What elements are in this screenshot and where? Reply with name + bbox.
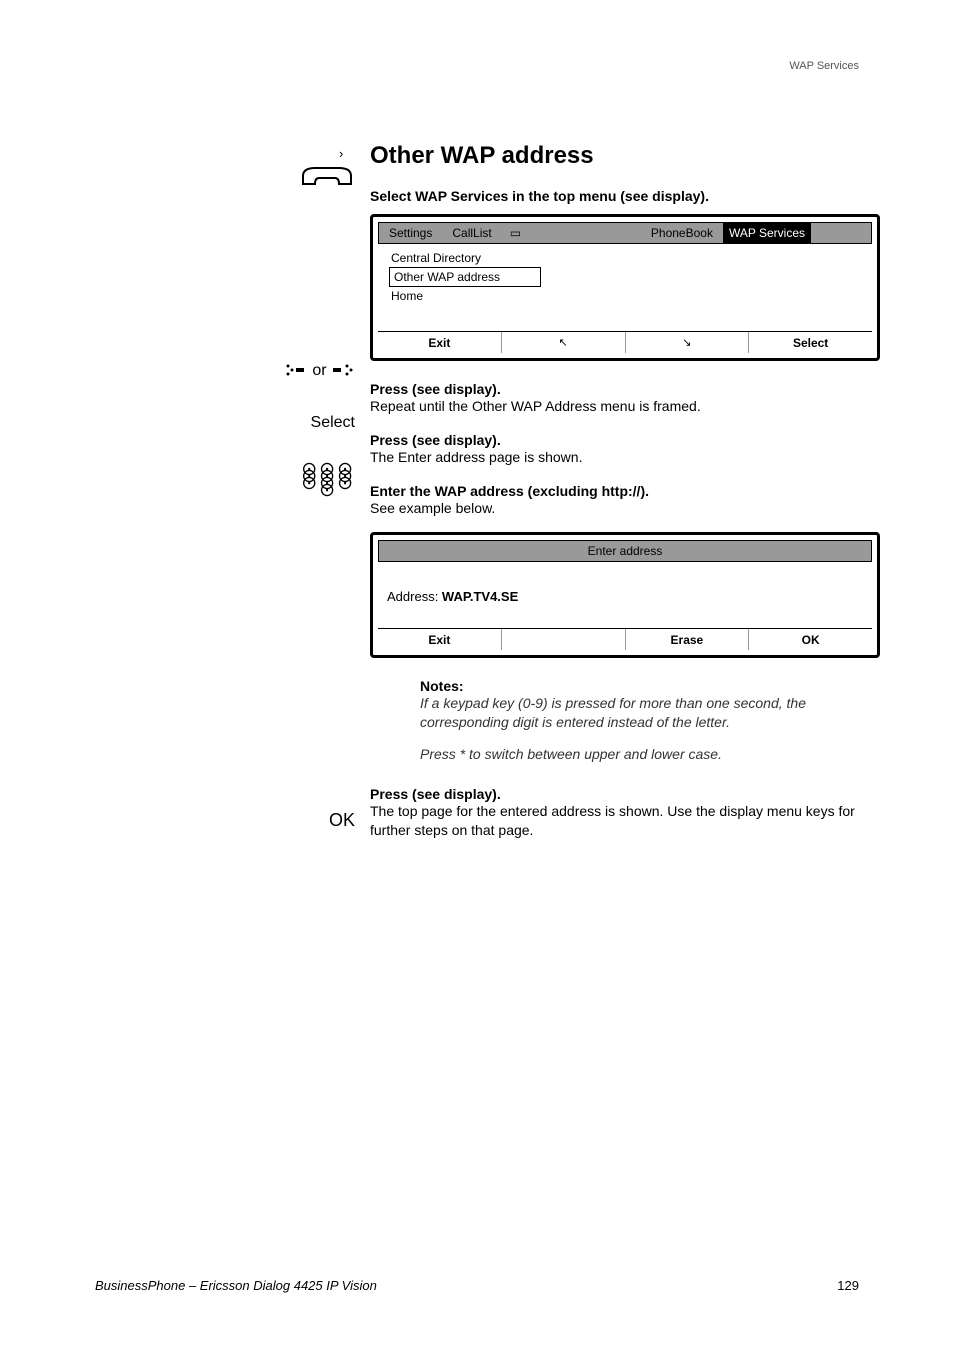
footer-page-number: 129 <box>837 1278 859 1293</box>
keypad-icon: ⊙⊙⊙⊙⊙⊙⊙⊙⊙ ⊙ <box>301 466 355 494</box>
address-label: Address: <box>387 589 442 604</box>
menu-phonebook: PhoneBook <box>641 222 723 244</box>
menu-item-other-wap: Other WAP address <box>389 267 541 287</box>
navigate-phone-icon: › <box>295 148 355 195</box>
step5-body: The top page for the entered address is … <box>370 802 880 840</box>
left-select-label: Select <box>311 414 355 431</box>
step3-body: The Enter address page is shown. <box>370 448 880 467</box>
softkey2-ok: OK <box>749 629 872 650</box>
page-footer: BusinessPhone – Ericsson Dialog 4425 IP … <box>95 1278 859 1293</box>
notes-line1: If a keypad key (0-9) is pressed for mor… <box>420 694 880 732</box>
svg-text:›: › <box>339 148 343 161</box>
display2-title: Enter address <box>378 540 872 562</box>
softkey-select: Select <box>749 332 872 353</box>
menu-wap-services: WAP Services <box>723 222 811 244</box>
menu-message-icon: ▭ <box>502 226 529 240</box>
softkey-bar: Exit ↖ ↘ Select <box>378 331 872 353</box>
notes-line2: Press * to switch between upper and lowe… <box>420 745 880 764</box>
softkey-down-icon: ↘ <box>626 332 750 353</box>
step4-body: See example below. <box>370 499 880 518</box>
menu-settings: Settings <box>379 222 442 244</box>
menu-item-home: Home <box>391 287 867 305</box>
nav-left-right-icons: or <box>284 362 355 379</box>
menu-bar: Settings CallList ▭ PhoneBook WAP Servic… <box>378 222 872 244</box>
notes-label: Notes: <box>420 678 880 694</box>
display2-address-line: Address: WAP.TV4.SE <box>373 567 877 624</box>
section-title: Other WAP address <box>370 142 880 170</box>
step1-instruction: Select WAP Services in the top menu (see… <box>370 188 880 204</box>
step3-bold: Press (see display). <box>370 432 880 448</box>
step5-bold: Press (see display). <box>370 786 880 802</box>
softkey-up-icon: ↖ <box>502 332 626 353</box>
step2-bold: Press (see display). <box>370 381 880 397</box>
step4-bold: Enter the WAP address (excluding http://… <box>370 483 880 499</box>
step2-body: Repeat until the Other WAP Address menu … <box>370 397 880 416</box>
menu-body: Central Directory Other WAP address Home <box>373 249 877 327</box>
left-ok-label: OK <box>329 810 355 830</box>
address-value: WAP.TV4.SE <box>442 589 518 604</box>
softkey-exit: Exit <box>378 332 502 353</box>
footer-product: BusinessPhone – Ericsson Dialog 4425 IP … <box>95 1278 377 1293</box>
softkey2-blank <box>502 629 626 650</box>
softkey2-exit: Exit <box>378 629 502 650</box>
menu-item-central-dir: Central Directory <box>391 249 867 267</box>
softkey2-erase: Erase <box>626 629 750 650</box>
display2-softkeys: Exit Erase OK <box>378 628 872 650</box>
page-header-section: WAP Services <box>95 60 859 72</box>
phone-display-menu: Settings CallList ▭ PhoneBook WAP Servic… <box>370 214 880 361</box>
menu-calllist: CallList <box>442 222 501 244</box>
phone-display-enter-address: Enter address Address: WAP.TV4.SE Exit E… <box>370 532 880 658</box>
